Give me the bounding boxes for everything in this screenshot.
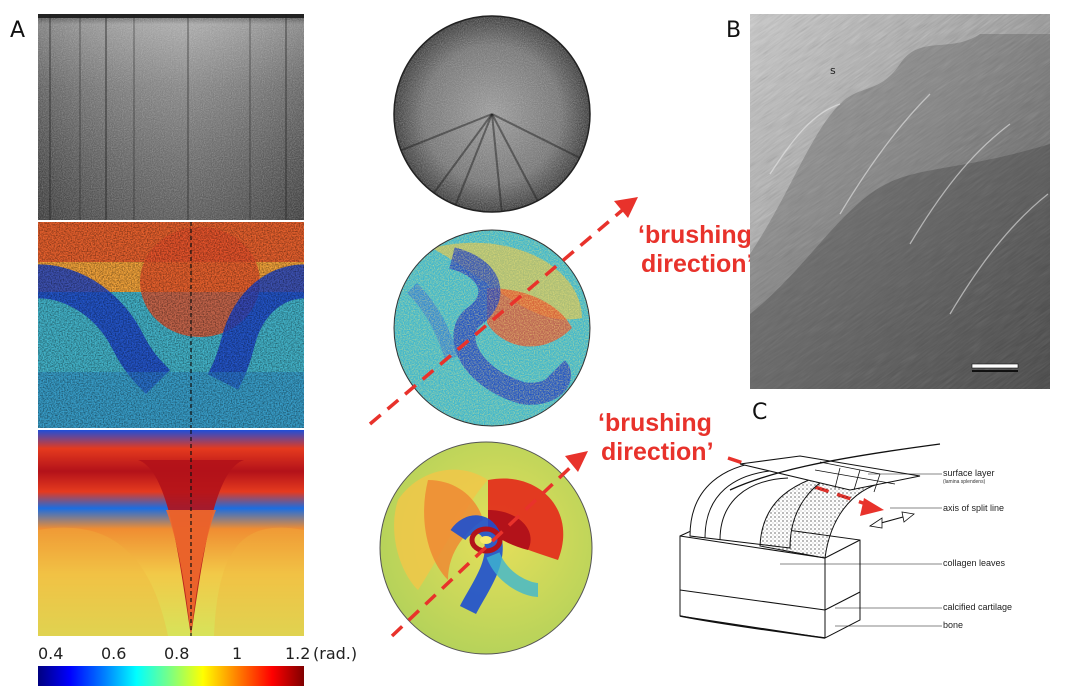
upper-arrowhead bbox=[614, 197, 638, 218]
brushing-direction-label-lower: ‘brushing direction’ bbox=[598, 409, 714, 466]
colorbar bbox=[38, 666, 304, 686]
enface-simulated-phase-circle bbox=[378, 440, 594, 656]
colorbar-tick: 1.2 bbox=[285, 644, 311, 663]
enface-intensity-circle bbox=[392, 14, 592, 214]
measured-phase-bscan bbox=[38, 222, 304, 428]
cartilage-structure-diagram bbox=[670, 440, 960, 680]
sem-cartilage-image: s bbox=[750, 14, 1050, 389]
label-bone: bone bbox=[943, 620, 964, 630]
colorbar-tick: 1 bbox=[232, 644, 243, 663]
label-axis-split-line: axis of split line bbox=[943, 503, 1005, 513]
panel-a-letter: A bbox=[10, 18, 26, 43]
enface-measured-phase-circle bbox=[392, 228, 592, 428]
label-surface-layer-sub: (lamina splendens) bbox=[943, 479, 986, 485]
brushing-direction-label-upper: ‘brushing direction’ bbox=[638, 221, 754, 278]
label-collagen-leaves: collagen leaves bbox=[943, 558, 1006, 568]
simulated-phase-bscan bbox=[38, 430, 304, 636]
label-surface-layer: surface layer bbox=[943, 468, 995, 478]
sem-marker-s: s bbox=[830, 64, 836, 77]
colorbar-unit: (rad.) bbox=[313, 644, 358, 663]
panel-c-letter: C bbox=[752, 400, 768, 425]
colorbar-tick: 0.6 bbox=[101, 644, 127, 663]
panel-b-letter: B bbox=[726, 18, 742, 43]
label-calcified-cartilage: calcified cartilage bbox=[943, 602, 1013, 612]
colorbar-tick: 0.4 bbox=[38, 644, 64, 663]
oct-intensity-bscan bbox=[38, 14, 304, 220]
colorbar-tick: 0.8 bbox=[164, 644, 190, 663]
